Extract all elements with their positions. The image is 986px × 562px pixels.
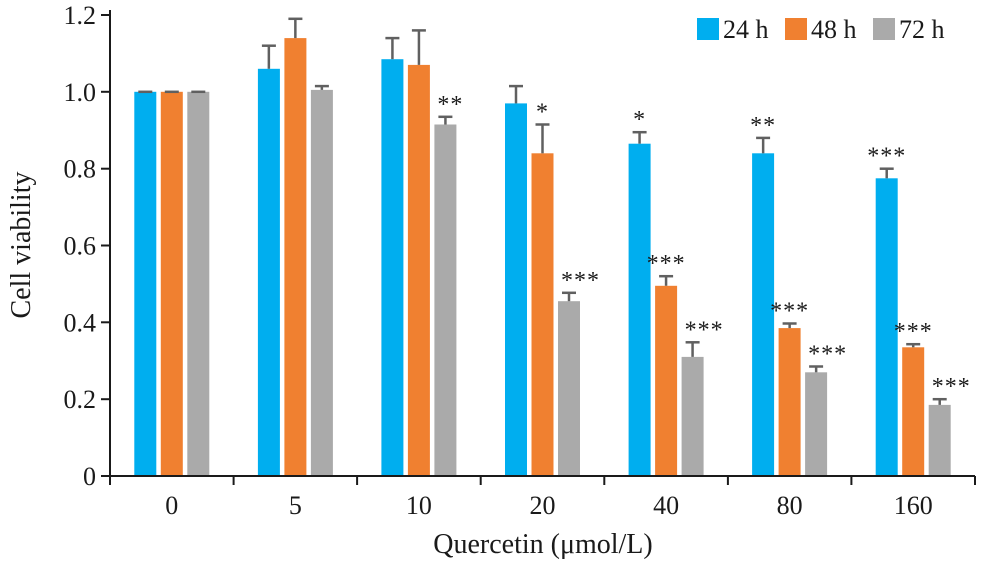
significance-label: ***: [894, 319, 933, 345]
x-axis-title: Quercetin (μmol/L): [433, 529, 653, 560]
x-tick-label: 20: [530, 491, 556, 520]
x-tick-label: 80: [777, 491, 803, 520]
significance-label: **: [437, 92, 463, 118]
bars-layer: [134, 17, 951, 477]
legend-label: 24 h: [723, 15, 769, 44]
y-tick-label: 0.8: [64, 155, 97, 184]
axes-layer: 0 0.2 0.4 0.6 0.8 1.0 1.2 0 5 10 20 40 80 160: [64, 1, 976, 520]
legend-label: 48 h: [811, 15, 857, 44]
bar: [407, 64, 430, 477]
significance-label: ***: [685, 317, 724, 343]
x-tick-label: 5: [289, 491, 302, 520]
bar: [310, 89, 333, 477]
bar: [434, 124, 457, 476]
legend-label: 72 h: [899, 15, 945, 44]
bar: [805, 372, 828, 476]
bar: [681, 356, 704, 476]
legend-swatch: [697, 18, 719, 40]
significance-label: **: [750, 113, 776, 139]
bar: [628, 143, 651, 476]
bar: [187, 91, 210, 477]
bar: [284, 38, 307, 476]
significance-label: *: [633, 107, 646, 133]
significance-label: ***: [932, 374, 971, 400]
y-tick-label: 0.6: [64, 232, 97, 261]
bar: [928, 404, 951, 476]
significance-label: ***: [561, 268, 600, 294]
labels-layer: ** ****************************: [437, 92, 971, 400]
legend: 24 h 48 h 72 h: [697, 15, 945, 44]
bar: [778, 328, 801, 476]
bar: [381, 59, 404, 476]
bar: [531, 153, 554, 477]
legend-swatch: [785, 18, 807, 40]
x-tick-label: 160: [894, 491, 933, 520]
bar: [655, 285, 678, 476]
y-axis-title: Cell viability: [6, 172, 37, 319]
significance-label: ***: [808, 342, 847, 368]
y-tick-label: 0.4: [64, 308, 97, 337]
significance-label: *: [536, 100, 549, 126]
y-tick-label: 0: [83, 462, 96, 491]
bar: [558, 301, 580, 476]
bar: [134, 91, 157, 477]
y-tick-label: 0.2: [64, 385, 97, 414]
bar: [875, 178, 898, 477]
bar: [160, 91, 183, 477]
bar: [257, 68, 280, 477]
x-tick-label: 0: [165, 491, 178, 520]
significance-label: ***: [647, 251, 686, 277]
bar: [505, 103, 527, 477]
significance-label: ***: [867, 144, 906, 170]
significance-label: ***: [770, 299, 809, 325]
y-tick-label: 1.0: [64, 78, 97, 107]
bar: [752, 153, 775, 477]
legend-swatch: [873, 18, 895, 40]
bar: [902, 347, 925, 476]
y-tick-label: 1.2: [64, 1, 97, 30]
x-tick-label: 40: [653, 491, 679, 520]
x-tick-label: 10: [406, 491, 432, 520]
